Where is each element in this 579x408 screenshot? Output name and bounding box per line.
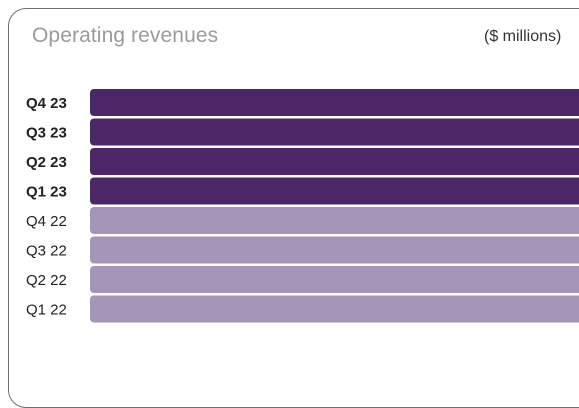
category-label: Q3 23 — [26, 125, 67, 142]
bar — [90, 148, 579, 175]
bar — [90, 118, 579, 146]
bar — [90, 89, 579, 116]
category-label: Q3 22 — [26, 243, 67, 260]
category-label: Q2 22 — [26, 272, 67, 289]
category-label: Q4 23 — [26, 95, 67, 112]
units-label: ($ millions) — [484, 28, 562, 45]
bar — [90, 207, 579, 234]
bar — [90, 236, 579, 264]
category-label: Q4 22 — [26, 213, 67, 230]
bar — [90, 177, 579, 205]
category-label: Q2 23 — [26, 154, 67, 171]
category-label: Q1 23 — [26, 184, 67, 201]
chart-title: Operating revenues — [32, 24, 219, 47]
bar-chart: Q4 235,156Q3 234,990Q2 234,934Q1 234,925… — [26, 89, 579, 323]
bar — [90, 266, 579, 293]
bar — [90, 295, 579, 323]
category-label: Q1 22 — [26, 302, 67, 319]
